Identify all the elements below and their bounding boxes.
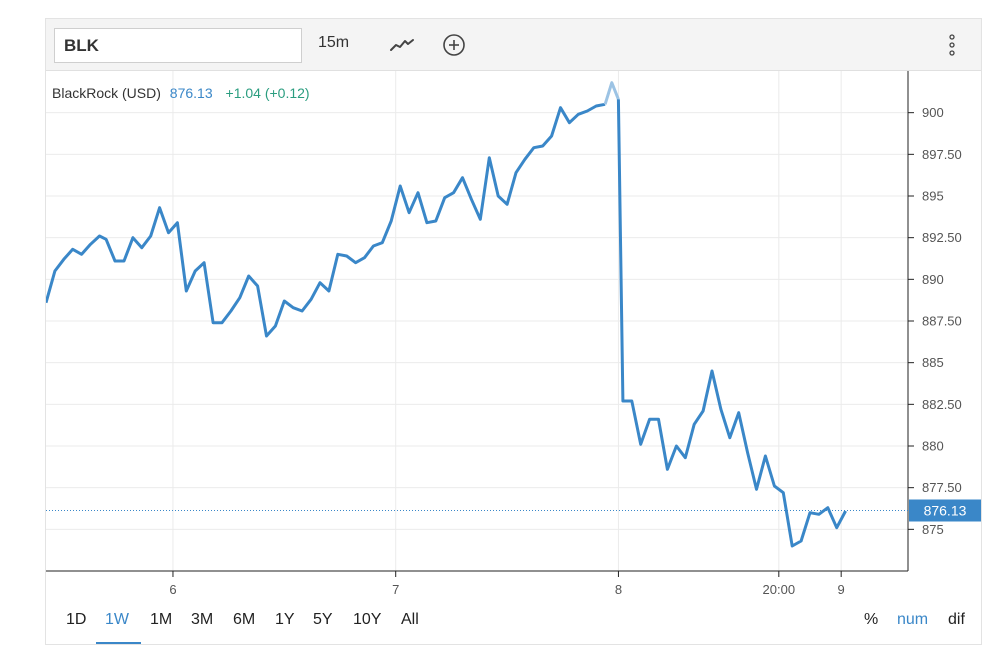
last-price-box bbox=[909, 499, 981, 522]
range-button-10y[interactable]: 10Y bbox=[353, 611, 382, 628]
price-line bbox=[46, 102, 606, 338]
mode-button-num[interactable]: num bbox=[897, 611, 929, 628]
range-button-6m[interactable]: 6M bbox=[233, 611, 256, 628]
range-button-1m[interactable]: 1M bbox=[150, 611, 173, 628]
range-selector: 1D 1W 1M 3M 6M 1Y 5Y 10Y All% num dif bbox=[46, 604, 981, 644]
chart-grid bbox=[46, 71, 908, 571]
price-line bbox=[616, 99, 847, 548]
legend-name: BlackRock (USD) bbox=[52, 85, 161, 101]
y-tick-label: 890 bbox=[922, 272, 944, 287]
toolbar: 15m bbox=[46, 19, 981, 71]
y-tick-label: 900 bbox=[922, 105, 944, 120]
active-range-indicator bbox=[96, 642, 141, 644]
y-tick-label: 875 bbox=[922, 522, 944, 537]
interval-selector[interactable]: 15m bbox=[318, 34, 350, 51]
plus-circle-icon[interactable] bbox=[441, 32, 467, 58]
price-chart[interactable]: 875 877.50 880 882.50 885 887.50 890 892.50 895 8… bbox=[46, 71, 981, 604]
mode-button-dif[interactable]: dif bbox=[948, 611, 965, 628]
mode-button-percent[interactable]: % bbox=[864, 611, 879, 628]
symbol-input[interactable] bbox=[54, 28, 302, 63]
x-tick-label: 6 bbox=[169, 582, 176, 597]
y-tick-label: 885 bbox=[922, 355, 944, 370]
range-button-1d[interactable]: 1D bbox=[66, 611, 87, 628]
y-tick-label: 895 bbox=[922, 189, 944, 204]
y-tick-label: 897.50 bbox=[922, 147, 962, 162]
last-price-label: 876.13 bbox=[924, 503, 967, 519]
chart-legend: BlackRock (USD) 876.13 +1.04 (+0.12) bbox=[52, 85, 310, 101]
y-tick-label: 887.50 bbox=[922, 314, 962, 329]
y-tick-label: 877.50 bbox=[922, 480, 962, 495]
vertical-ellipsis-icon[interactable] bbox=[947, 33, 957, 59]
legend-change: +1.04 (+0.12) bbox=[226, 85, 310, 101]
price-line-highlight bbox=[603, 81, 620, 105]
x-tick-label: 7 bbox=[392, 582, 399, 597]
chart-series bbox=[46, 81, 847, 548]
y-tick-label: 880 bbox=[922, 439, 944, 454]
y-tick-label: 892.50 bbox=[922, 230, 962, 245]
x-tick-label: 20:00 bbox=[763, 582, 796, 597]
range-button-1w[interactable]: 1W bbox=[105, 611, 129, 628]
range-button-3m[interactable]: 3M bbox=[191, 611, 214, 628]
y-axis-ticks: 875 877.50 880 882.50 885 887.50 890 892.50 895 8… bbox=[908, 105, 962, 537]
x-axis-ticks: 6 7 8 20:00 9 bbox=[169, 571, 845, 597]
legend-price: 876.13 bbox=[170, 85, 213, 101]
y-tick-label: 882.50 bbox=[922, 397, 962, 412]
x-tick-label: 9 bbox=[838, 582, 845, 597]
last-price-tag: 876.13 bbox=[46, 499, 981, 522]
x-tick-label: 8 bbox=[615, 582, 622, 597]
line-chart-icon[interactable] bbox=[389, 32, 415, 58]
chart-widget: 15m 875 877.50 880 882.50 885 887.50 890 892.50… bbox=[45, 18, 982, 645]
range-button-5y[interactable]: 5Y bbox=[313, 611, 333, 628]
range-button-all[interactable]: All bbox=[401, 611, 419, 628]
range-button-1y[interactable]: 1Y bbox=[275, 611, 295, 628]
